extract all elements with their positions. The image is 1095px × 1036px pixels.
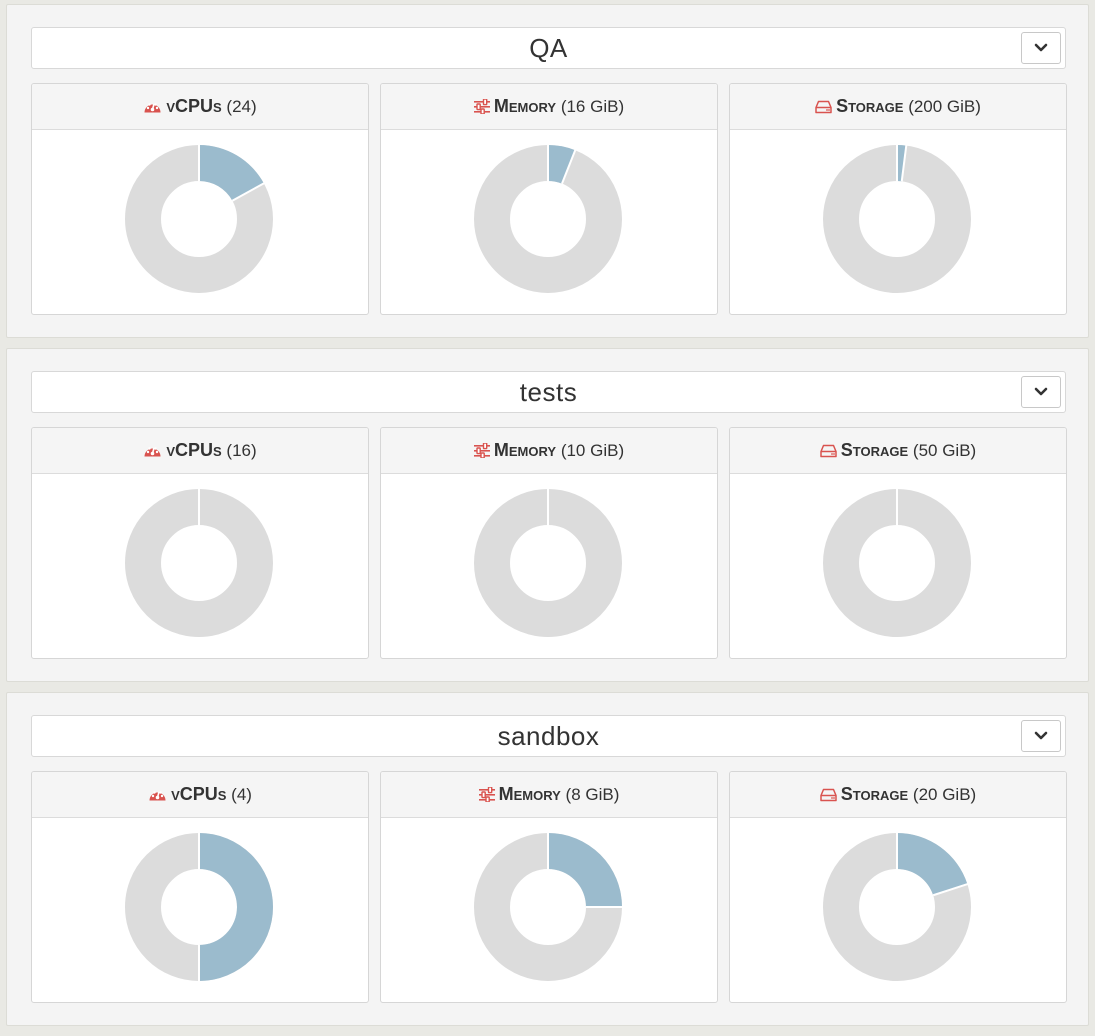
quota-card: Storage (50 GiB) [729, 427, 1067, 659]
quota-card-header: Storage (20 GiB) [730, 772, 1066, 818]
quota-card: vCPUs (24) [31, 83, 369, 315]
quota-card-header: Memory (8 GiB) [381, 772, 717, 818]
quota-card: Memory (16 GiB) [380, 83, 718, 315]
used-segment [199, 833, 273, 981]
project-header: tests [31, 371, 1066, 413]
project-header: QA [31, 27, 1066, 69]
quota-card-header: Storage (50 GiB) [730, 428, 1066, 474]
project-title: QA [529, 33, 568, 63]
quota-card-header: Storage (200 GiB) [730, 84, 1066, 130]
dashboard-icon [143, 86, 162, 131]
collapse-toggle-button[interactable] [1021, 32, 1061, 64]
quota-limit: (50 GiB) [912, 441, 977, 460]
used-segment [897, 833, 968, 896]
quota-card: Storage (200 GiB) [729, 83, 1067, 315]
quota-card-header: Memory (10 GiB) [381, 428, 717, 474]
quota-card-header: vCPUs (4) [32, 772, 368, 818]
segment-separator [900, 144, 908, 182]
usage-donut-chart [474, 144, 622, 293]
usage-donut-chart [823, 832, 971, 981]
quota-limit: (8 GiB) [565, 785, 620, 804]
usage-donut-chart [125, 488, 273, 637]
usage-donut-chart [125, 832, 273, 982]
quota-name: Memory [498, 784, 561, 804]
quota-card: vCPUs (4) [31, 771, 369, 1003]
quota-limit: (16) [226, 441, 257, 460]
hard-drive-icon [820, 430, 837, 475]
project-title: tests [519, 377, 578, 407]
usage-donut-chart [823, 144, 971, 293]
quota-name: Memory [493, 96, 557, 116]
quota-name: Storage [840, 440, 909, 460]
quota-card: Storage (20 GiB) [729, 771, 1067, 1003]
quota-limit: (10 GiB) [560, 441, 625, 460]
quota-name: vCPUs [171, 784, 227, 804]
quota-card: Memory (10 GiB) [380, 427, 718, 659]
quota-limit: (24) [226, 97, 257, 116]
quota-limit: (20 GiB) [912, 785, 977, 804]
quota-card-header: vCPUs (24) [32, 84, 368, 130]
dashboard-icon [148, 774, 167, 819]
sliders-icon [478, 774, 495, 819]
usage-donut-chart [823, 488, 971, 637]
segment-separator [561, 148, 577, 185]
collapse-toggle-button[interactable] [1021, 720, 1061, 752]
used-segment [199, 145, 264, 201]
collapse-toggle-button[interactable] [1021, 376, 1061, 408]
sliders-icon [473, 430, 490, 475]
used-segment [548, 833, 622, 907]
quota-card-header: Memory (16 GiB) [381, 84, 717, 130]
quota-name: Memory [493, 440, 557, 460]
project-title: sandbox [497, 721, 600, 751]
quota-limit: (200 GiB) [908, 97, 981, 116]
quota-card: vCPUs (16) [31, 427, 369, 659]
used-segment [548, 145, 576, 184]
segment-separator [932, 882, 969, 897]
quota-name: Storage [836, 96, 904, 116]
quota-card-header: vCPUs (16) [32, 428, 368, 474]
chevron-down-icon [1034, 43, 1048, 52]
quota-name: vCPUs [166, 440, 222, 460]
quota-limit: (4) [231, 785, 252, 804]
project-panel: tests vCPUs (16) Memory (10 GiB) Storage (5… [6, 348, 1089, 682]
quota-limit: (16 GiB) [560, 97, 625, 116]
chevron-down-icon [1034, 731, 1048, 740]
quota-name: vCPUs [166, 96, 222, 116]
project-panel: sandbox vCPUs (4) Memory (8 GiB) Storage (2… [6, 692, 1089, 1026]
segment-separator [231, 181, 266, 202]
usage-donut-chart [474, 488, 622, 637]
dashboard-icon [143, 430, 162, 475]
chevron-down-icon [1034, 387, 1048, 396]
quota-name: Storage [840, 784, 909, 804]
project-panel: QA vCPUs (24) Memory (16 GiB) Storage (200 … [6, 4, 1089, 338]
usage-donut-chart [474, 832, 623, 981]
hard-drive-icon [820, 774, 837, 819]
used-segment [897, 145, 907, 182]
project-header: sandbox [31, 715, 1066, 757]
sliders-icon [473, 86, 490, 131]
quota-card: Memory (8 GiB) [380, 771, 718, 1003]
usage-donut-chart [125, 144, 273, 293]
hard-drive-icon [815, 86, 832, 131]
